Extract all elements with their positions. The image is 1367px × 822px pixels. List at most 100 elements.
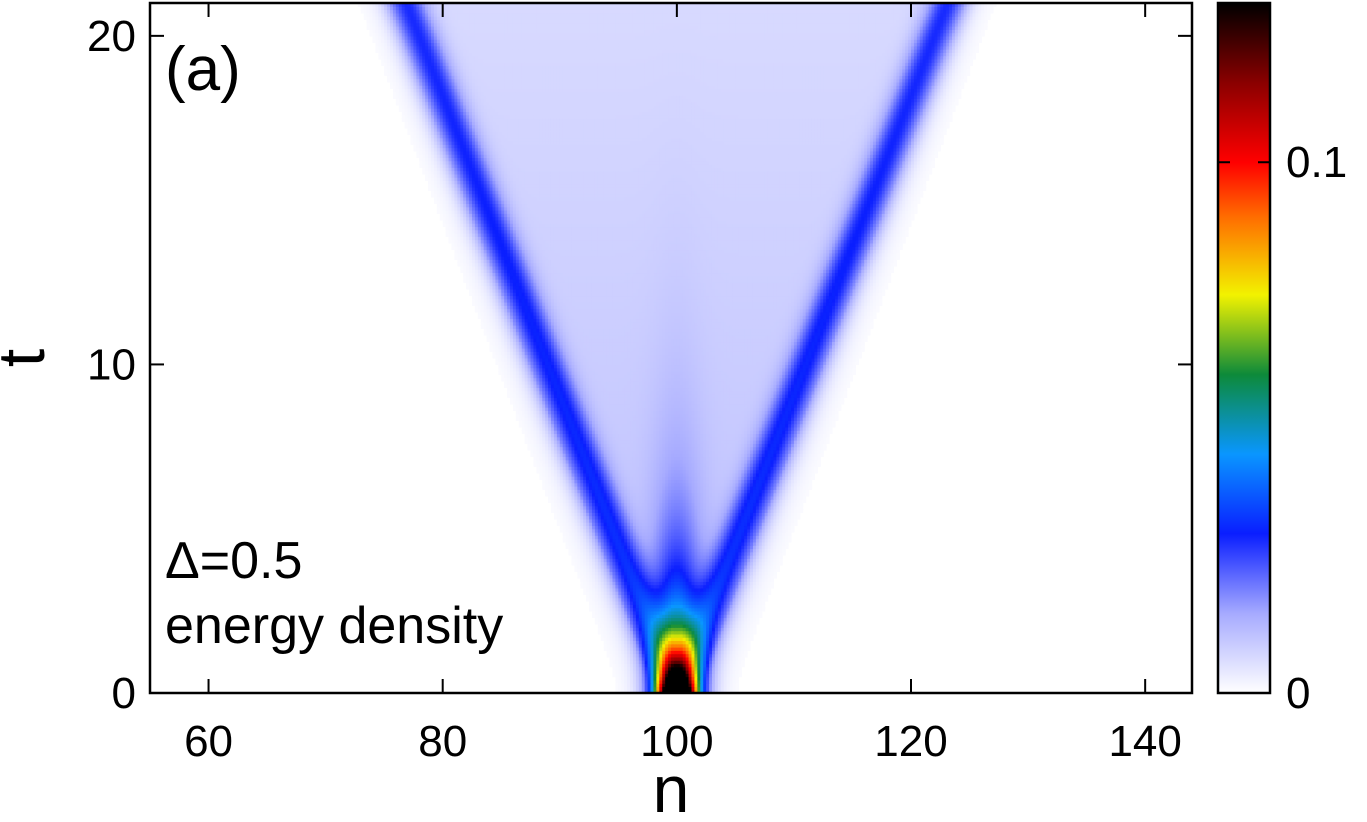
heatmap-cell <box>659 670 663 674</box>
heatmap-cell <box>638 578 643 582</box>
heatmap-cell <box>755 614 760 619</box>
heatmap-cell <box>609 656 614 661</box>
heatmap-cell <box>621 630 625 635</box>
heatmap-cell <box>732 610 736 615</box>
heatmap-cell <box>744 578 748 582</box>
heatmap-cell <box>755 591 760 596</box>
heatmap-cell <box>735 670 739 674</box>
heatmap-cell <box>691 581 696 586</box>
heatmap-cell <box>609 617 614 622</box>
heatmap-cell <box>744 604 748 609</box>
heatmap-cell <box>752 627 757 632</box>
heatmap-cell <box>665 587 669 592</box>
heatmap-cell <box>688 601 693 605</box>
heatmap-cell <box>665 630 669 635</box>
heatmap-cell <box>700 564 704 569</box>
heatmap-cell <box>691 594 696 599</box>
heatmap-cell <box>627 617 631 622</box>
heatmap-cell <box>709 610 713 615</box>
heatmap-cell <box>635 653 640 658</box>
heatmap-cell <box>679 561 684 566</box>
heatmap-cell <box>682 581 687 586</box>
heatmap-cell <box>673 689 678 694</box>
heatmap-cell <box>630 650 634 655</box>
heatmap-cell <box>609 591 614 596</box>
heatmap-cell <box>673 679 678 684</box>
heatmap-cell <box>635 650 640 655</box>
heatmap-cell <box>656 633 660 638</box>
heatmap-cell <box>609 633 614 638</box>
heatmap-cell <box>624 578 628 582</box>
heatmap-cell <box>676 594 681 599</box>
heatmap-cell <box>700 673 704 678</box>
heatmap-cell <box>717 564 722 569</box>
heatmap-cell <box>752 597 757 602</box>
heatmap-cell <box>615 676 619 681</box>
heatmap-cell <box>591 564 596 569</box>
heatmap-cell <box>729 587 734 592</box>
heatmap-cell <box>717 676 722 681</box>
heatmap-cell <box>691 689 696 694</box>
heatmap-cell <box>706 624 710 628</box>
heatmap-cell <box>682 604 687 609</box>
heatmap-cell <box>732 653 736 658</box>
heatmap-cell <box>644 601 649 605</box>
heatmap-cell <box>671 578 675 582</box>
heatmap-cell <box>644 578 649 582</box>
heatmap-cell <box>600 587 605 592</box>
heatmap-cell <box>706 597 710 602</box>
heatmap-cell <box>729 601 734 605</box>
heatmap-cell <box>706 637 710 642</box>
heatmap-cell <box>714 571 719 576</box>
heatmap-cell <box>709 591 713 596</box>
heatmap-cell <box>685 584 690 589</box>
heatmap-cell <box>665 676 669 681</box>
heatmap-cell <box>738 633 742 638</box>
heatmap-cell <box>729 633 734 638</box>
heatmap-cell <box>600 610 605 615</box>
heatmap-cell <box>650 601 655 605</box>
heatmap-cell <box>723 637 728 642</box>
heatmap-cell <box>747 610 751 615</box>
heatmap-cell <box>597 564 602 569</box>
heatmap-cell <box>589 555 593 559</box>
heatmap-cell <box>676 686 681 691</box>
heatmap-cell <box>738 574 742 579</box>
heatmap-cell <box>624 630 628 635</box>
heatmap-cell <box>717 660 722 665</box>
heatmap-cell <box>729 624 734 628</box>
heatmap-cell <box>656 610 660 615</box>
heatmap-cell <box>644 607 649 612</box>
heatmap-cell <box>624 640 628 645</box>
heatmap-cell <box>653 643 657 648</box>
heatmap-cell <box>635 607 640 612</box>
heatmap-cell <box>676 614 681 619</box>
heatmap-cell <box>717 627 722 632</box>
heatmap-cell <box>671 630 675 635</box>
heatmap-cell <box>676 660 681 665</box>
heatmap-cell <box>609 627 614 632</box>
heatmap-cell <box>682 673 687 678</box>
heatmap-cell <box>650 653 655 658</box>
heatmap-cell <box>668 663 672 668</box>
heatmap-cell <box>691 666 696 671</box>
heatmap-cell <box>723 597 728 602</box>
heatmap-cell <box>717 610 722 615</box>
heatmap-cell <box>706 656 710 661</box>
heatmap-cell <box>644 558 649 563</box>
heatmap-cell <box>688 676 693 681</box>
heatmap-cell <box>647 676 652 681</box>
heatmap-cell <box>586 581 590 586</box>
heatmap-cell <box>594 610 599 615</box>
heatmap-cell <box>656 614 660 619</box>
heatmap-cell <box>609 643 614 648</box>
heatmap-cell <box>676 581 681 586</box>
heatmap-cell <box>676 561 681 566</box>
heatmap-cell <box>694 650 698 655</box>
heatmap-cell <box>630 689 634 694</box>
heatmap-cell <box>729 610 734 615</box>
heatmap-cell <box>685 607 690 612</box>
heatmap-cell <box>612 656 616 661</box>
heatmap-cell <box>709 643 713 648</box>
heatmap-cell <box>688 679 693 684</box>
